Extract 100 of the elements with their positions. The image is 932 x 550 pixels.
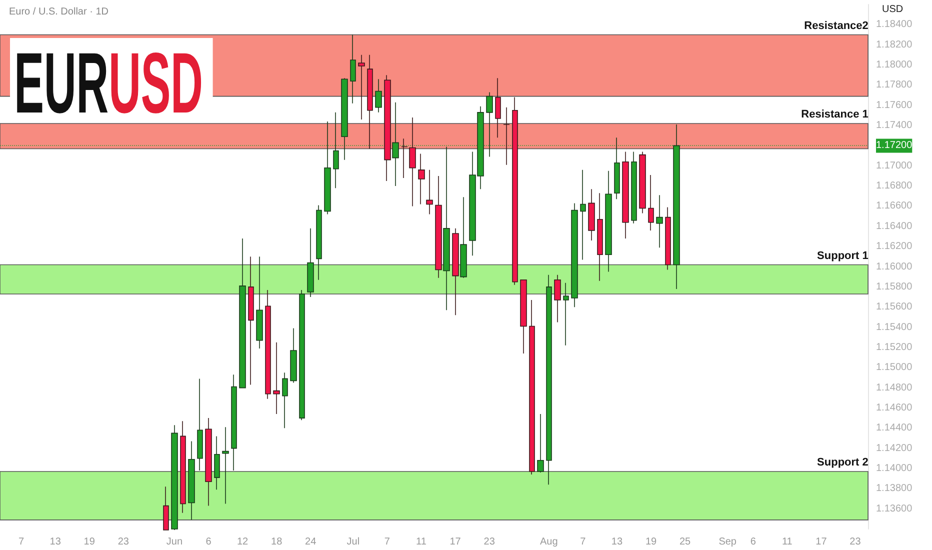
y-tick-label: 1.17600 [876, 100, 913, 111]
candlestick [290, 328, 297, 384]
candlestick [597, 192, 603, 282]
candlestick [341, 78, 348, 160]
y-tick-label: 1.16000 [876, 261, 913, 272]
candlestick [665, 206, 671, 270]
y-tick-label: 1.15400 [876, 322, 913, 333]
y-tick-label: 1.15600 [876, 302, 913, 313]
candlestick [435, 176, 442, 278]
candlestick [418, 153, 425, 205]
candlestick [580, 170, 586, 260]
y-tick-label: 1.17200 [876, 140, 913, 152]
y-tick-label: 1.17000 [876, 160, 913, 172]
candlestick [605, 170, 612, 272]
x-tick-label: Jul [346, 536, 360, 548]
candlestick [495, 78, 501, 138]
y-tick-label: 1.14400 [876, 422, 913, 434]
candlestick [554, 274, 561, 323]
x-tick-label: 24 [305, 536, 317, 548]
candlestick [546, 274, 552, 486]
y-tick-label: 1.15800 [876, 281, 913, 292]
y-tick-label: 1.18400 [876, 19, 913, 30]
x-tick-label: 7 [580, 536, 586, 548]
candlestick [401, 138, 408, 178]
candlestick [656, 194, 663, 248]
candlestick [188, 440, 195, 520]
candlestick [205, 418, 212, 506]
x-tick-label: 19 [645, 536, 657, 548]
y-tick-label: 1.13800 [876, 483, 913, 494]
candlestick [392, 102, 399, 186]
x-tick-label: 7 [18, 536, 24, 548]
candlestick [231, 374, 237, 471]
candlestick [375, 78, 382, 113]
candlestick [673, 124, 680, 290]
x-tick-label: 6 [206, 536, 212, 548]
x-tick-label: 23 [850, 536, 862, 548]
candlestick [460, 196, 467, 278]
candlestick [350, 34, 356, 104]
candlestick [639, 151, 646, 214]
candlestick [622, 151, 629, 239]
y-tick-label: 1.18200 [876, 39, 913, 50]
candlestick [520, 279, 527, 354]
x-tick-label: Aug [540, 536, 558, 548]
x-tick-label: 25 [679, 536, 692, 548]
y-tick-label: 1.17800 [876, 80, 913, 91]
candlestick [214, 436, 220, 490]
x-tick-label: 18 [271, 536, 283, 548]
x-tick-label: 13 [611, 536, 623, 548]
candlestick [316, 204, 322, 280]
x-tick-label: Sep [718, 536, 737, 548]
candlestick [299, 290, 305, 420]
chart-subtitle: Euro / U.S. Dollar · 1D [9, 6, 108, 18]
candlestick [248, 256, 254, 386]
candlestick [529, 300, 535, 475]
y-tick-label: 1.14600 [876, 402, 913, 414]
candlestick [256, 256, 263, 349]
band-label: Support 2 [817, 456, 868, 469]
y-tick-label: 1.16800 [876, 180, 913, 192]
candlestick [239, 238, 246, 388]
y-tick-label: 1.16400 [876, 220, 913, 232]
x-tick-label: 6 [750, 536, 756, 548]
x-tick-label: 17 [450, 536, 462, 548]
y-tick-label: 1.15200 [876, 342, 913, 353]
candlestick [512, 96, 518, 286]
candlestick [180, 420, 186, 514]
band-label: Resistance2 [804, 20, 868, 32]
candlestick [426, 170, 433, 215]
candlestick [265, 290, 271, 400]
candlestick [631, 151, 637, 224]
x-tick-label: Jun [166, 536, 183, 548]
candlestick [384, 74, 391, 182]
candlestick [171, 424, 178, 530]
y-tick-label: 1.16600 [876, 200, 913, 212]
candlestick [358, 54, 365, 120]
y-tick-label: 1.17400 [876, 120, 913, 132]
candlestick [197, 378, 203, 471]
x-tick-label: 11 [782, 536, 793, 548]
x-tick-label: 11 [416, 536, 427, 548]
candlestick [324, 121, 331, 215]
candlestick [443, 146, 450, 311]
candlestick [409, 117, 416, 207]
x-tick-label: 23 [484, 536, 496, 548]
x-tick-label: 12 [236, 536, 249, 548]
candlestick [307, 228, 314, 298]
x-tick-label: 17 [816, 536, 828, 548]
band-label: Support 1 [817, 250, 868, 262]
candlestick [537, 414, 544, 473]
candlestick [333, 112, 339, 188]
candlestick [222, 426, 229, 504]
y-axis-title: USD [882, 4, 904, 15]
x-tick-label: 13 [50, 536, 62, 548]
candlestick [614, 137, 620, 200]
candlestick [163, 486, 169, 530]
y-tick-label: 1.14200 [876, 442, 913, 454]
y-tick-label: 1.18000 [876, 60, 913, 71]
candlestick [588, 188, 595, 241]
y-tick-label: 1.16200 [876, 241, 913, 252]
x-tick-label: 19 [84, 536, 96, 548]
candlestick [367, 54, 373, 150]
candlestick [486, 92, 493, 158]
